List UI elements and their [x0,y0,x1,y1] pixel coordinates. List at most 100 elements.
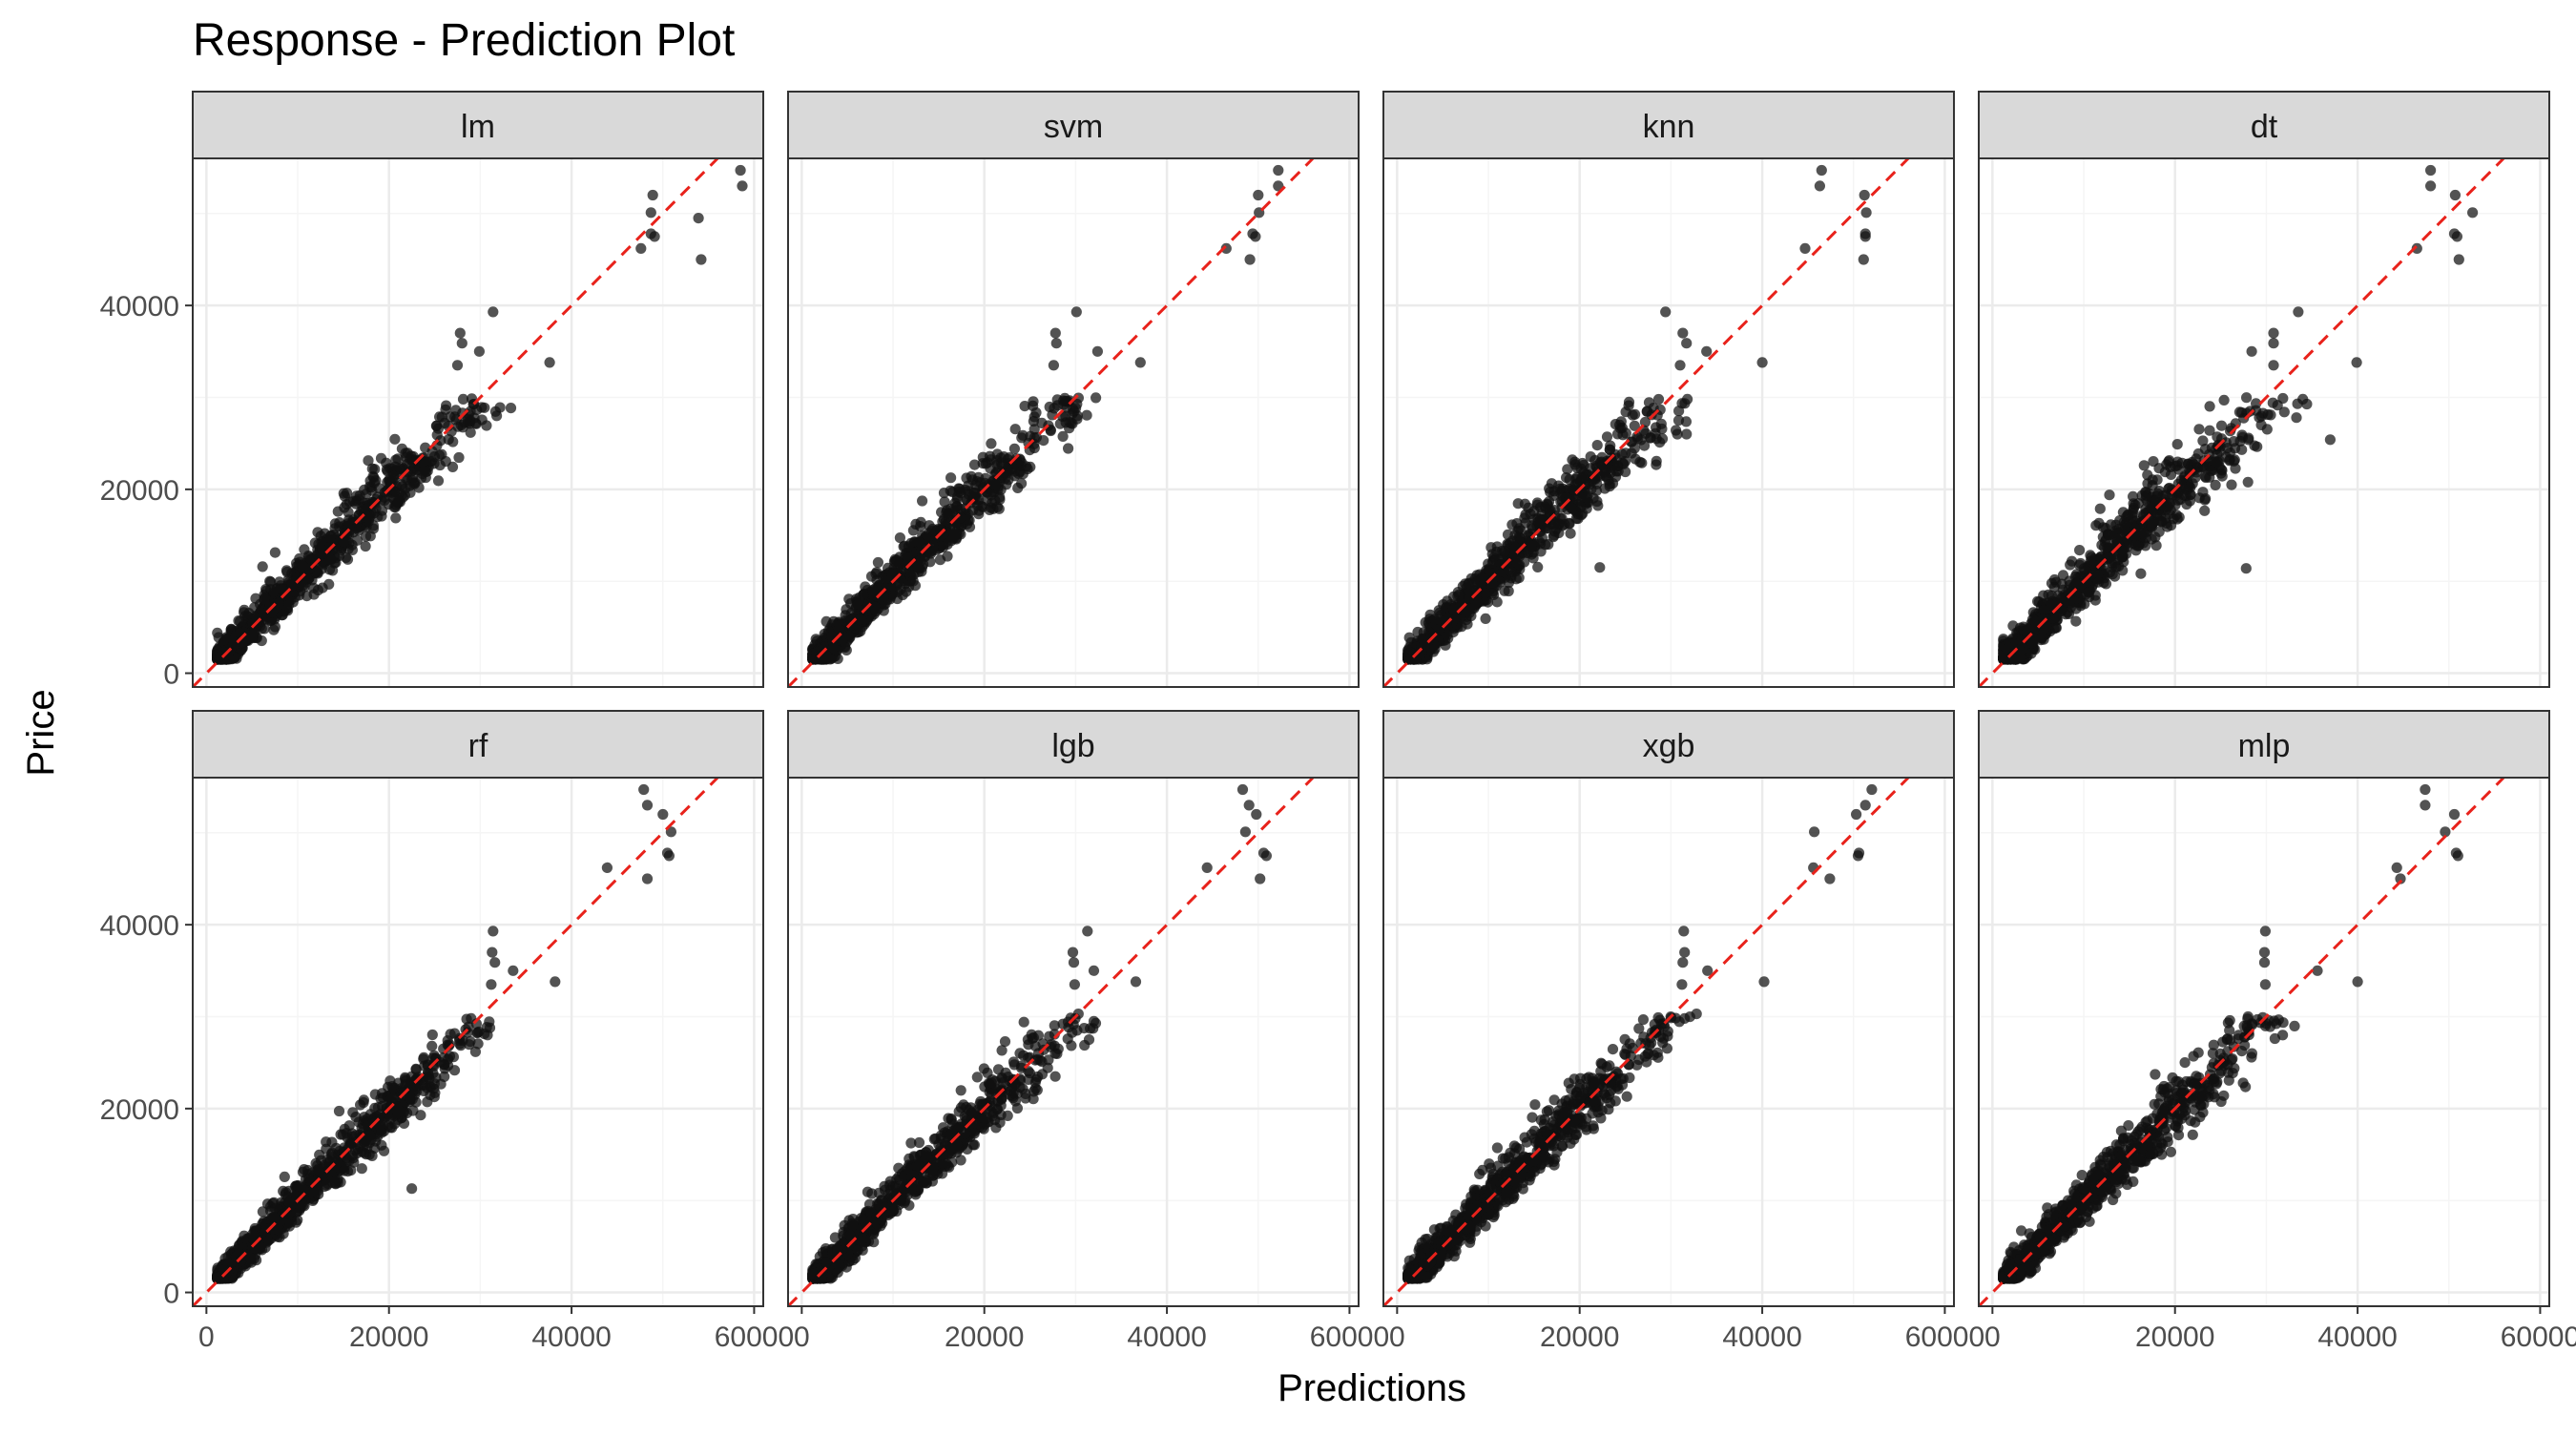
data-point [435,460,446,470]
data-point [2172,513,2183,524]
data-point [915,521,925,531]
data-point [339,502,349,512]
data-point [736,165,746,176]
data-point [2104,530,2114,540]
data-point [270,548,280,558]
data-point [2252,442,2262,452]
data-point [491,410,502,421]
data-point [2206,466,2216,476]
y-tick-label: 0 [163,659,179,691]
data-point [961,472,971,483]
facet-label-lm: lm [461,109,495,145]
data-point [1701,346,1712,357]
data-point [452,360,463,370]
data-point [648,190,658,200]
data-point [2165,498,2175,509]
data-point [453,452,464,463]
data-point [2139,460,2150,470]
data-point [269,1197,280,1208]
data-point [458,394,468,405]
data-point [2051,612,2062,622]
data-point [1645,433,1655,444]
data-point [1066,418,1076,428]
data-point [2450,190,2461,200]
data-point [1529,514,1540,525]
data-point [694,213,704,223]
data-point [1673,415,1684,426]
data-point [389,434,400,445]
data-point [2160,467,2171,477]
data-point [1487,557,1498,568]
data-point [2199,506,2210,516]
data-point [321,1144,331,1155]
data-point [338,1130,348,1140]
data-point [1050,328,1061,339]
data-point [2425,180,2436,191]
data-point [2243,477,2254,488]
data-point [375,1109,385,1119]
data-point [470,418,481,428]
data-point [2163,456,2173,467]
data-point [1682,394,1693,405]
facet-dt: dt [1979,92,2549,687]
data-point [2154,527,2165,537]
data-point [650,231,660,241]
data-point [2262,424,2273,434]
data-point [1051,338,1062,348]
data-point [441,401,451,411]
data-point [2216,421,2227,431]
data-point [904,541,914,552]
data-point [941,507,951,517]
data-point [980,473,990,484]
data-point [2193,448,2204,459]
data-point [696,254,706,264]
data-point [339,536,349,547]
data-point [288,596,299,607]
data-point [1049,360,1059,370]
data-point [2061,596,2071,607]
data-point [1653,394,1664,405]
data-point [1681,338,1692,348]
data-point [298,560,308,571]
data-point [394,495,405,506]
data-point [488,306,498,317]
data-point [2067,556,2077,567]
data-point [1454,590,1465,600]
data-point [2210,456,2220,467]
data-point [1514,523,1525,533]
data-point [2236,407,2247,418]
data-point [1602,431,1612,442]
data-point [359,504,369,514]
data-point [2352,357,2362,367]
data-point [1654,437,1665,447]
data-point [432,429,443,440]
data-point [982,457,992,468]
data-point [2467,207,2478,218]
data-point [917,495,927,506]
data-point [1001,479,1011,489]
data-point [284,1197,295,1208]
data-point [1506,567,1517,577]
data-point [1504,586,1514,596]
data-point [365,531,376,541]
data-point [2454,254,2464,264]
data-point [476,402,487,412]
data-point [990,479,1001,489]
data-point [843,593,854,604]
chart-title: Response - Prediction Plot [193,15,735,66]
data-point [355,1099,365,1110]
data-point [1642,406,1652,417]
data-point [1660,306,1671,317]
data-point [914,537,924,548]
data-point [1859,254,1869,264]
data-point [2074,545,2085,555]
data-point [247,1229,258,1239]
data-point [1610,419,1621,429]
data-point [313,1164,323,1175]
data-point [1010,424,1021,434]
data-point [2237,432,2248,443]
data-point [1273,165,1283,176]
data-point [255,1244,265,1255]
data-point [357,1163,367,1174]
